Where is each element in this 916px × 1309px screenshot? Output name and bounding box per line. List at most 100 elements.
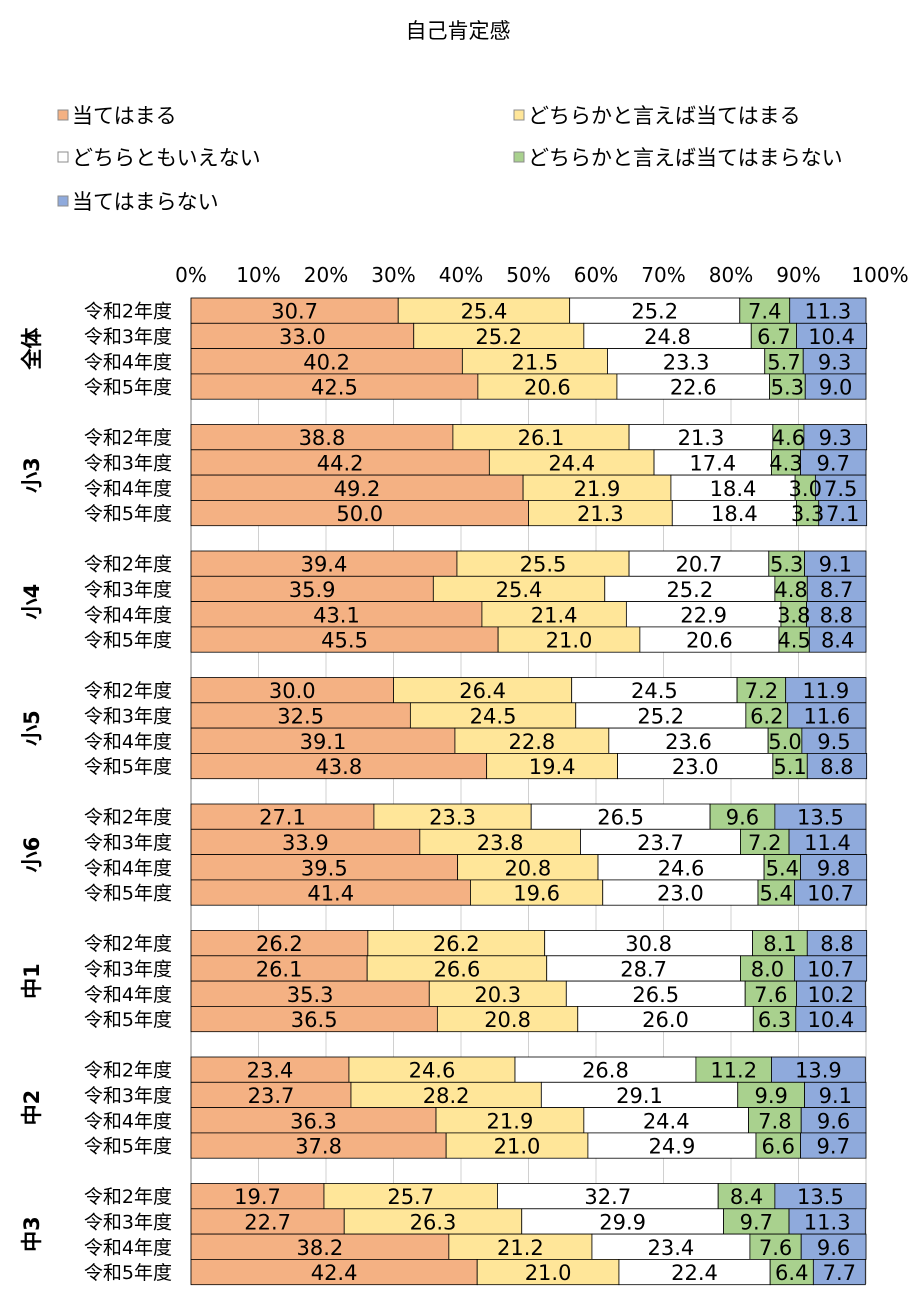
data-label: 20.6	[524, 376, 571, 400]
data-label: 21.9	[487, 1109, 534, 1133]
bar-segment	[625, 601, 782, 628]
data-label: 9.1	[819, 553, 852, 577]
data-label: 11.9	[802, 679, 849, 703]
data-label: 9.7	[740, 1210, 773, 1234]
row-label: 令和2年度	[84, 427, 172, 449]
data-label: 17.4	[689, 451, 736, 475]
data-label: 21.5	[512, 350, 559, 374]
data-label: 8.0	[751, 957, 784, 981]
data-label: 9.6	[726, 806, 759, 830]
data-label: 22.4	[671, 1261, 718, 1285]
x-axis-tick-labels: 0% 10% 20% 30% 40% 50% 60% 70% 80% 90% 100%	[175, 263, 908, 287]
data-label: 18.4	[710, 477, 757, 501]
bar-segment	[597, 854, 765, 881]
data-label: 7.2	[745, 679, 778, 703]
data-label: 37.8	[295, 1135, 342, 1159]
bar-segment	[806, 753, 868, 780]
row-label: 令和5年度	[84, 630, 172, 652]
row-label: 令和4年度	[84, 1237, 172, 1259]
data-label: 45.5	[321, 629, 368, 653]
data-label: 23.8	[477, 831, 524, 855]
data-label: 42.5	[311, 376, 358, 400]
bar-segment	[190, 499, 529, 527]
data-label: 25.4	[461, 300, 508, 324]
row-label: 令和5年度	[84, 503, 172, 525]
data-label: 13.9	[795, 1059, 842, 1083]
bar-segment	[190, 1208, 345, 1235]
data-label: 8.4	[730, 1185, 763, 1209]
data-label: 36.5	[291, 1008, 338, 1032]
bar-segment	[497, 626, 641, 653]
bar-segment	[616, 373, 770, 400]
data-label: 21.4	[531, 603, 578, 627]
bar-segment	[190, 727, 456, 754]
bar-segment	[787, 702, 867, 729]
data-label: 22.8	[508, 730, 555, 754]
bar-segment	[774, 575, 808, 602]
bar-segment	[608, 727, 769, 754]
row-label: 令和3年度	[84, 1085, 172, 1107]
x-tick-label: 50%	[506, 263, 550, 287]
data-label: 23.7	[248, 1084, 295, 1108]
legend-swatch-2	[513, 109, 525, 121]
bar-segment	[752, 1006, 797, 1033]
data-label: 24.6	[409, 1059, 456, 1083]
data-label: 26.3	[410, 1210, 457, 1234]
bar-segment	[413, 322, 585, 349]
data-label: 33.0	[279, 325, 326, 349]
data-label: 25.4	[496, 578, 543, 602]
data-label: 29.9	[599, 1210, 646, 1234]
row-label: 令和3年度	[84, 958, 172, 980]
bar-segment	[818, 499, 868, 527]
row-label: 令和4年度	[84, 351, 172, 373]
bar-segment	[348, 1056, 516, 1083]
bar-segment	[591, 1233, 751, 1260]
group-label: 中2	[20, 1090, 44, 1126]
x-tick-label: 10%	[236, 263, 280, 287]
data-label: 23.0	[672, 755, 719, 779]
bar-segment	[190, 575, 434, 602]
data-label: 26.1	[256, 957, 303, 981]
row-label: 令和4年度	[84, 731, 172, 753]
bar-segment	[803, 424, 868, 451]
bar-segment	[190, 879, 471, 906]
data-label: 13.5	[797, 806, 844, 830]
bar-segment	[806, 930, 868, 957]
data-label: 35.9	[289, 578, 336, 602]
x-tick-label: 0%	[175, 263, 207, 287]
bar-segment	[323, 1183, 498, 1210]
bar-segment	[749, 1233, 802, 1260]
data-label: 25.2	[666, 578, 713, 602]
data-label: 9.8	[817, 856, 850, 880]
bar-segment	[457, 854, 599, 881]
data-label: 4.3	[769, 451, 802, 475]
data-label: 24.8	[644, 325, 691, 349]
bar-segment	[419, 828, 581, 855]
data-label: 8.7	[820, 578, 853, 602]
row-label: 令和4年度	[84, 604, 172, 626]
bar-segment	[771, 1056, 866, 1083]
data-label: 21.9	[574, 477, 621, 501]
legend-swatch-3	[57, 151, 69, 163]
data-label: 32.7	[584, 1185, 631, 1209]
data-label: 23.0	[657, 882, 704, 906]
data-label: 42.4	[311, 1261, 358, 1285]
bar-segment	[812, 1259, 866, 1286]
data-label: 23.7	[637, 831, 684, 855]
data-label: 24.4	[643, 1109, 690, 1133]
data-label: 41.4	[307, 882, 354, 906]
x-tick-label: 80%	[709, 263, 753, 287]
legend-label-1: 当てはまる	[72, 104, 177, 128]
data-label: 28.2	[423, 1084, 470, 1108]
data-label: 9.6	[817, 1109, 850, 1133]
data-label: 43.1	[313, 603, 360, 627]
row-label: 令和2年度	[84, 807, 172, 829]
data-label: 20.8	[504, 856, 551, 880]
bar-segment	[800, 1132, 867, 1159]
data-label: 21.3	[678, 426, 725, 450]
data-label: 21.3	[577, 502, 624, 526]
data-label: 30.7	[271, 300, 318, 324]
data-label: 21.0	[494, 1135, 541, 1159]
bar-segment	[800, 449, 867, 476]
bar-segment	[190, 930, 369, 957]
